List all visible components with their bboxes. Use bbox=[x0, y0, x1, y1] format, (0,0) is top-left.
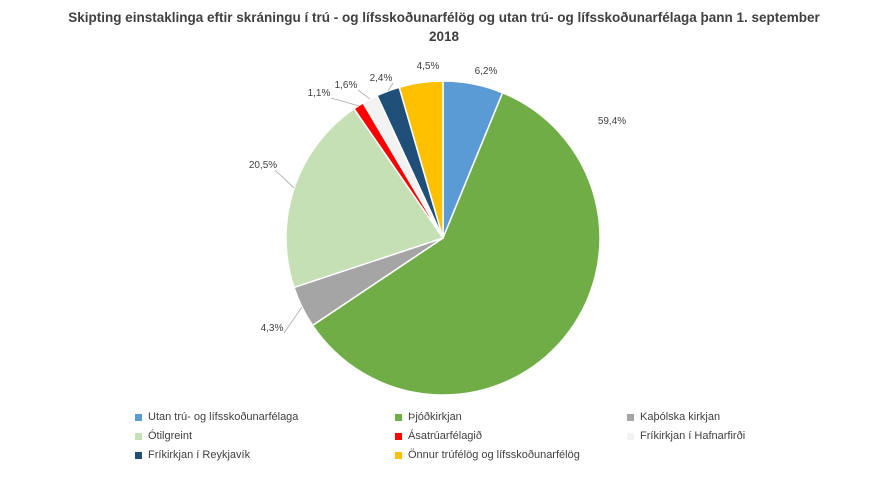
data-label: 1,1% bbox=[308, 88, 331, 99]
data-label: 4,3% bbox=[261, 323, 284, 334]
leader-line bbox=[387, 82, 394, 92]
data-label: 4,5% bbox=[417, 61, 440, 72]
pie-slice bbox=[398, 80, 444, 239]
leader-line bbox=[330, 97, 359, 107]
leader-line bbox=[283, 306, 303, 334]
pie-slice bbox=[311, 91, 601, 396]
leader-line bbox=[274, 169, 295, 189]
chart-title: Skipting einstaklinga eftir skráningu í … bbox=[68, 10, 820, 44]
data-label: 59,4% bbox=[598, 116, 626, 127]
leader-line bbox=[357, 89, 371, 100]
data-label: 1,6% bbox=[335, 80, 358, 91]
data-label: 2,4% bbox=[370, 73, 393, 84]
data-label: 20,5% bbox=[249, 160, 277, 171]
data-label: 6,2% bbox=[475, 66, 498, 77]
